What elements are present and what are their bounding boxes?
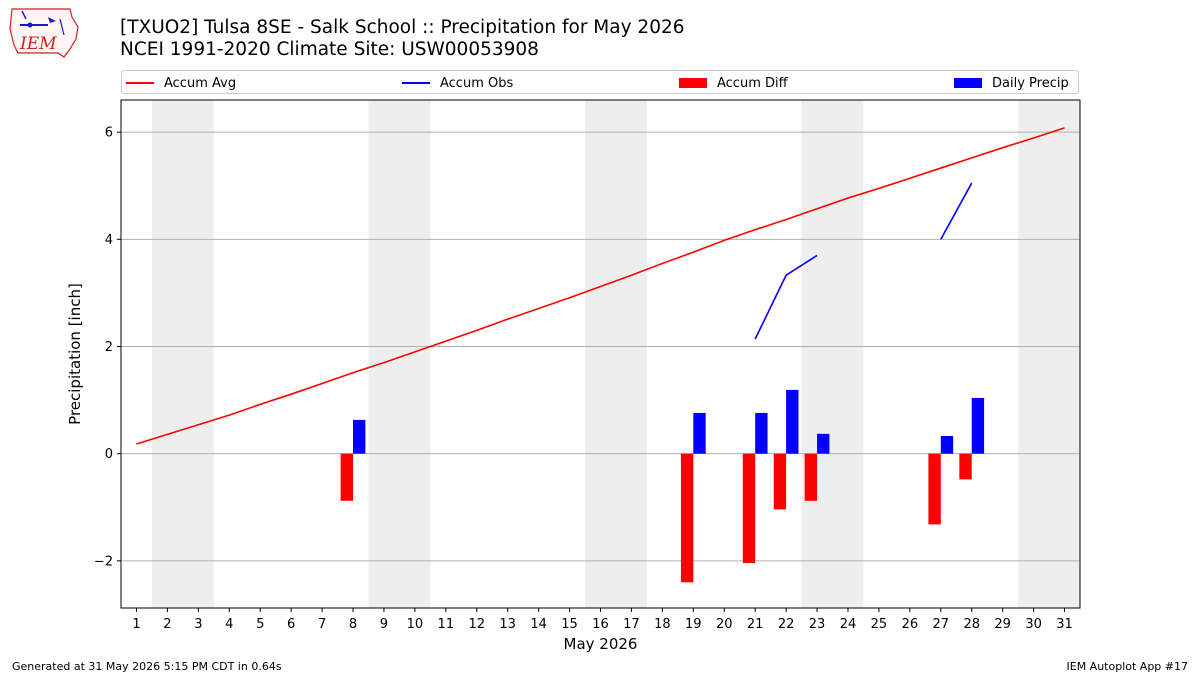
legend-swatch-accum-diff	[679, 78, 707, 88]
x-tick-label: 4	[225, 617, 233, 632]
x-tick-label: 19	[685, 617, 702, 632]
weekend-shade	[368, 100, 431, 608]
x-tick-label: 8	[349, 617, 357, 632]
x-tick-label: 29	[994, 617, 1011, 632]
chart-title: [TXUO2] Tulsa 8SE - Salk School :: Preci…	[120, 17, 685, 38]
x-tick-label: 23	[809, 617, 826, 632]
accum-diff-bar	[742, 453, 756, 563]
y-tick-label: 4	[105, 233, 113, 248]
x-tick-label: 22	[778, 617, 795, 632]
daily-precip-bar	[786, 389, 799, 454]
x-tick-label: 5	[256, 617, 264, 632]
accum-diff-bar	[340, 453, 354, 501]
accum-diff-bar	[773, 453, 787, 510]
x-tick-label: 31	[1056, 617, 1073, 632]
x-tick-label: 24	[840, 617, 857, 632]
footer-app-id: IEM Autoplot App #17	[1066, 660, 1189, 673]
weekend-shade	[585, 100, 647, 608]
x-tick-label: 15	[561, 617, 578, 632]
x-tick-label: 17	[623, 617, 640, 632]
accum-avg-line	[136, 127, 1065, 445]
accum-diff-bar	[680, 453, 694, 583]
legend-label-accum-diff: Accum Diff	[717, 75, 788, 91]
y-tick-label: −2	[94, 554, 113, 569]
x-tick-label: 26	[902, 617, 919, 632]
x-tick-label: 21	[747, 617, 764, 632]
legend-label-daily-precip: Daily Precip	[992, 75, 1069, 91]
x-tick-label: 28	[963, 617, 980, 632]
legend-swatch-daily-precip	[954, 78, 982, 88]
x-tick-label: 16	[592, 617, 609, 632]
x-tick-label: 1	[132, 617, 140, 632]
x-tick-label: 2	[163, 617, 171, 632]
accum-diff-bar	[928, 453, 941, 525]
accum-diff-bar	[959, 453, 972, 480]
legend-label-accum-avg: Accum Avg	[164, 75, 237, 91]
daily-precip-bar	[817, 433, 830, 454]
x-tick-label: 13	[499, 617, 516, 632]
y-tick-label: 0	[105, 447, 113, 462]
accum-obs-line	[754, 254, 818, 340]
legend-label-accum-obs: Accum Obs	[440, 75, 514, 91]
legend-swatch-accum-avg	[126, 82, 154, 84]
chart-legend: Accum Avg Accum Obs Accum Diff Daily Pre…	[121, 70, 1079, 94]
x-tick-label: 10	[407, 617, 424, 632]
y-axis-label: Precipitation [inch]	[66, 283, 84, 425]
weekend-shade	[151, 100, 214, 608]
daily-precip-bar	[353, 419, 366, 454]
legend-item-accum-diff: Accum Diff	[679, 74, 788, 92]
x-tick-label: 30	[1025, 617, 1042, 632]
x-tick-label: 3	[194, 617, 202, 632]
x-tick-label: 27	[933, 617, 950, 632]
x-tick-label: 9	[380, 617, 388, 632]
x-tick-label: 6	[287, 617, 295, 632]
x-tick-label: 25	[871, 617, 888, 632]
x-tick-label: 18	[654, 617, 671, 632]
weekend-shade	[1018, 100, 1080, 608]
legend-swatch-accum-obs	[402, 82, 430, 84]
y-tick-label: 6	[105, 126, 113, 141]
x-tick-label: 12	[468, 617, 485, 632]
daily-precip-bar	[971, 397, 985, 454]
daily-precip-bar	[693, 412, 706, 454]
accum-diff-bar	[804, 453, 818, 501]
legend-item-accum-avg: Accum Avg	[126, 74, 236, 92]
x-tick-label: 20	[716, 617, 733, 632]
svg-text:IEM: IEM	[19, 34, 57, 54]
legend-item-accum-obs: Accum Obs	[402, 74, 513, 92]
x-tick-label: 11	[438, 617, 455, 632]
chart-subtitle: NCEI 1991-2020 Climate Site: USW00053908	[120, 39, 539, 60]
footer-generated-info: Generated at 31 May 2026 5:15 PM CDT in …	[12, 660, 282, 673]
daily-precip-bar	[940, 435, 954, 454]
weekend-shade	[801, 100, 864, 608]
x-tick-label: 7	[318, 617, 326, 632]
x-tick-label: 14	[530, 617, 547, 632]
legend-item-daily-precip: Daily Precip	[954, 74, 1069, 92]
y-tick-label: 2	[105, 340, 113, 355]
x-axis-label: May 2026	[564, 635, 638, 653]
iem-logo: IEM	[8, 5, 80, 59]
daily-precip-bar	[755, 412, 768, 454]
accum-obs-line	[940, 182, 973, 240]
